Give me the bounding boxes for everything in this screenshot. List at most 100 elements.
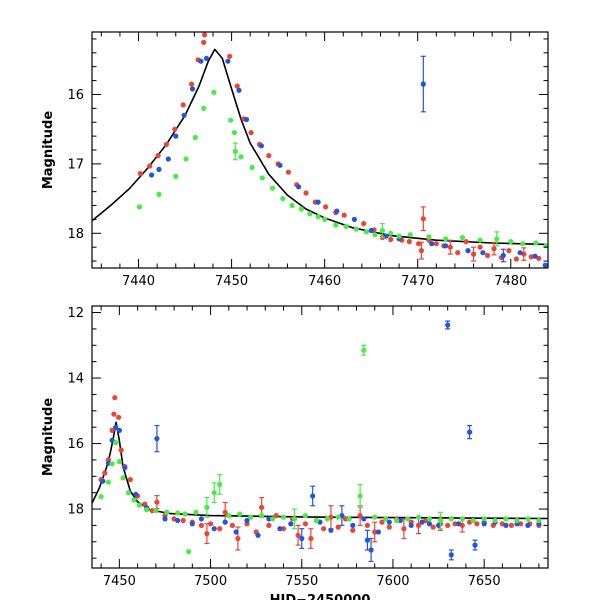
data-point	[180, 102, 186, 108]
data-point	[165, 156, 171, 162]
data-point	[307, 211, 313, 217]
data-point	[426, 521, 432, 527]
data-point	[109, 427, 115, 433]
data-point	[299, 535, 305, 542]
data-point	[315, 214, 321, 220]
data-point	[285, 169, 291, 175]
data-point	[296, 184, 302, 190]
plot-area	[92, 320, 548, 563]
data-point	[484, 252, 491, 259]
y-axis-title: Magnitude	[41, 111, 56, 190]
data-point	[542, 262, 548, 268]
data-point	[211, 490, 217, 496]
data-point	[492, 517, 498, 524]
data-point	[364, 537, 370, 543]
data-point	[244, 517, 250, 524]
data-point	[259, 175, 265, 181]
top-panel: 7440 7450 7460 7470 7480 16 17 18 Magnitude	[41, 31, 549, 289]
data-point	[407, 232, 413, 238]
data-point	[364, 522, 370, 529]
data-point	[322, 216, 328, 222]
data-point	[302, 521, 308, 527]
data-point	[118, 447, 124, 453]
data-point	[156, 166, 162, 172]
data-point	[192, 134, 198, 141]
data-point	[474, 521, 480, 527]
data-point	[125, 490, 132, 496]
data-point	[437, 517, 443, 524]
data-point	[113, 424, 119, 430]
data-point	[258, 143, 264, 149]
data-point	[222, 519, 228, 525]
series-1	[149, 55, 548, 268]
data-point	[419, 519, 425, 525]
data-point	[201, 105, 207, 111]
data-point	[506, 248, 512, 254]
data-point	[211, 526, 217, 532]
data-point	[429, 241, 435, 247]
data-point	[189, 521, 195, 527]
data-point	[463, 239, 469, 245]
series-0	[98, 395, 542, 551]
data-point	[201, 39, 207, 46]
data-point	[426, 516, 432, 522]
data-point	[291, 516, 298, 522]
data-point	[471, 251, 477, 257]
data-point	[405, 516, 411, 522]
data-point	[480, 250, 486, 256]
y-axis-title: Magnitude	[41, 398, 56, 477]
data-point	[189, 81, 195, 87]
data-point	[232, 148, 238, 154]
data-point	[137, 171, 143, 177]
data-point	[186, 549, 192, 555]
x-tick-label: 7450	[215, 274, 248, 289]
data-point	[397, 517, 403, 524]
data-point	[481, 521, 487, 527]
data-point	[266, 153, 272, 159]
data-point	[520, 241, 526, 247]
data-point	[173, 133, 179, 139]
data-point	[102, 470, 108, 476]
data-point	[525, 516, 531, 522]
data-point	[198, 516, 204, 522]
x-tick-label: 7650	[468, 574, 501, 589]
data-point	[335, 514, 341, 520]
data-point	[189, 86, 196, 92]
y-tick-label: 12	[67, 306, 84, 321]
data-point	[514, 517, 520, 524]
data-point	[321, 526, 327, 532]
data-point	[225, 58, 231, 64]
data-point	[255, 532, 261, 538]
data-point	[122, 465, 128, 471]
plot-frame	[91, 305, 549, 569]
data-point	[494, 236, 500, 242]
data-point	[234, 83, 240, 89]
data-point	[394, 517, 400, 524]
data-point	[324, 516, 330, 522]
data-point	[133, 491, 139, 497]
data-point	[235, 535, 241, 542]
data-point	[503, 516, 509, 522]
data-point	[357, 513, 363, 519]
data-point	[363, 229, 370, 235]
data-point	[372, 232, 378, 238]
data-point	[334, 208, 340, 214]
data-point	[175, 517, 181, 524]
bottom-panel: 7450 7500 7550 7600 7650 12 14 16 18 Magnitude HJD…	[41, 305, 549, 600]
data-point	[508, 239, 514, 245]
data-point	[456, 521, 462, 527]
data-point	[243, 116, 250, 123]
data-point	[182, 511, 188, 517]
data-point	[259, 504, 265, 510]
data-point	[162, 516, 168, 522]
data-point	[127, 477, 133, 483]
data-point	[313, 517, 319, 524]
data-point	[500, 252, 506, 259]
data-point	[420, 216, 426, 222]
data-point	[156, 191, 162, 197]
data-point	[361, 516, 367, 522]
model-curve	[92, 421, 548, 520]
data-point	[227, 53, 233, 59]
x-tick-label: 7600	[376, 574, 409, 589]
data-point	[491, 246, 497, 252]
